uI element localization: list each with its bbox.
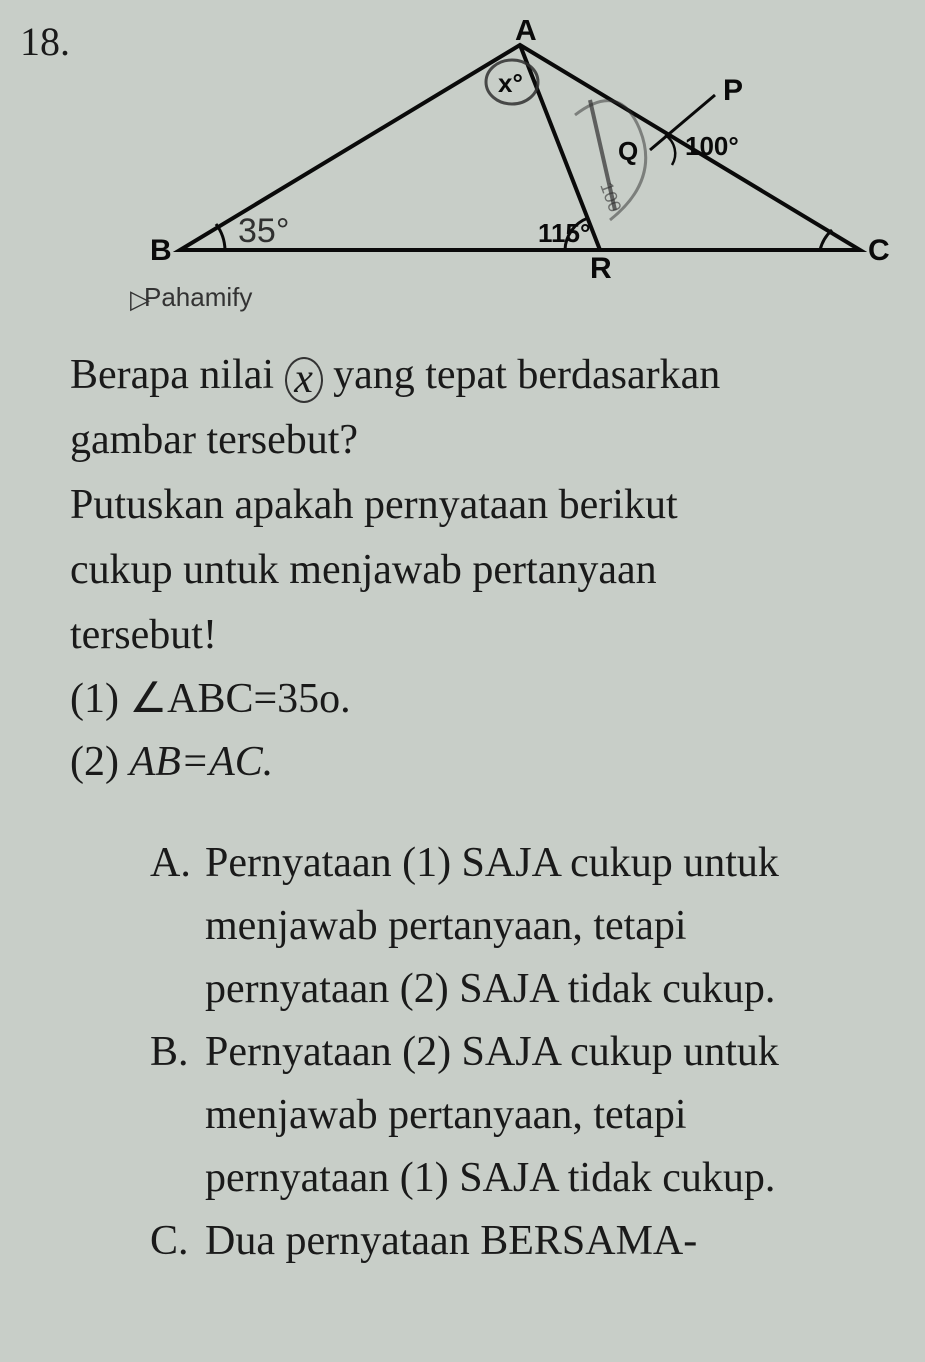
answer-options: A. Pernyataan (1) SAJA cukup untuk menja… <box>150 832 885 1273</box>
label-R: R <box>590 252 612 280</box>
label-x: x° <box>498 68 523 98</box>
question-text: Berapa nilai x yang tepat berdasarkan ga… <box>70 343 885 668</box>
option-A: A. Pernyataan (1) SAJA cukup untuk menja… <box>150 832 885 1021</box>
page: 18. A B C P <box>0 0 925 1293</box>
label-B: B <box>150 234 172 267</box>
label-A: A <box>515 20 537 47</box>
angle-R: 115° <box>538 218 590 248</box>
statement-1: (1) ∠ABC=35o. <box>70 668 885 731</box>
label-C: C <box>868 234 890 267</box>
option-B: B. Pernyataan (2) SAJA cukup untuk menja… <box>150 1021 885 1210</box>
label-Q: Q <box>618 136 638 166</box>
option-C: C. Dua pernyataan BERSAMA- <box>150 1210 885 1273</box>
geometry-figure: A B C P R Q x° 35° 115° 100° 100 <box>120 20 900 280</box>
variable-x-circled: x <box>285 357 323 403</box>
brand-label: ▷Pahamify <box>130 282 885 315</box>
question-number: 18. <box>20 18 70 65</box>
label-P: P <box>723 74 743 107</box>
angle-Q: 100° <box>685 131 739 161</box>
statement-2: (2) AB=AC. <box>70 731 885 794</box>
angle-B: 35° <box>238 212 289 250</box>
svg-text:100: 100 <box>596 180 625 215</box>
